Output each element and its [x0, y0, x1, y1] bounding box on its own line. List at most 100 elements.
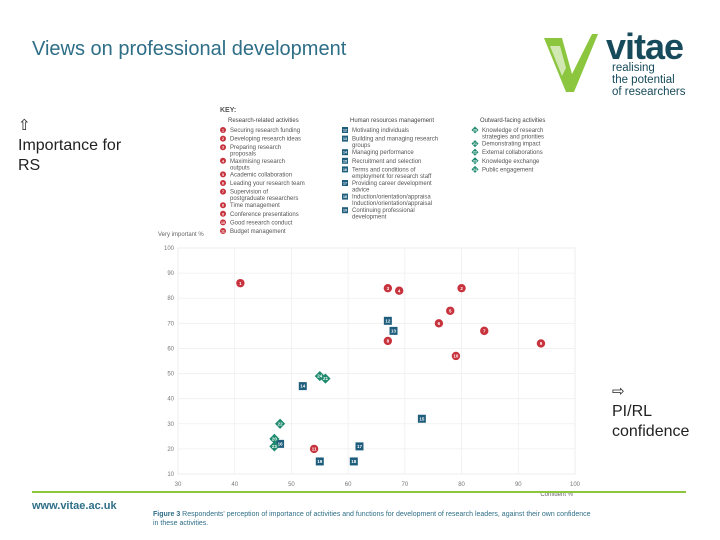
- point-label-16: 16: [278, 441, 284, 446]
- y-tick-label: 100: [164, 246, 175, 252]
- key-label: Academic collaboration: [230, 172, 292, 178]
- chart-key: KEY: Research-related activities 1 Securing…: [220, 107, 545, 235]
- point-label-12: 12: [385, 318, 391, 323]
- key-label: Induction/orientation/appraisal: [352, 201, 432, 207]
- point-research-11: [309, 444, 319, 454]
- point-hr-15: [417, 414, 426, 423]
- x-tick-label: 80: [458, 482, 465, 488]
- key-marker-id: 7: [222, 190, 224, 194]
- point-label-10: 10: [453, 354, 459, 359]
- point-hr-19: [315, 457, 324, 466]
- key-marker-id: 20: [473, 129, 477, 133]
- key-label: advice: [352, 188, 370, 194]
- key-marker-id: 1: [222, 129, 224, 133]
- key-marker: [220, 171, 226, 178]
- figure-label: Figure 3: [153, 511, 181, 518]
- left-note-line-2: RS: [18, 157, 41, 174]
- key-marker-id: 8: [222, 204, 224, 208]
- key-marker-id: 15: [343, 159, 347, 163]
- key-marker: [220, 202, 226, 209]
- key-label: Maximising research: [230, 159, 285, 165]
- point-label-6: 6: [438, 321, 441, 326]
- point-research-10: [451, 351, 461, 361]
- right-note-line-2: confidence: [612, 423, 690, 440]
- key-label: Providing career development: [352, 181, 432, 187]
- logo-tagline: realising the potential of researchers: [612, 62, 686, 98]
- key-label: groups: [352, 143, 370, 149]
- key-marker-id: 17: [343, 182, 347, 186]
- key-marker-id: 2: [222, 137, 224, 141]
- point-label-19: 19: [317, 459, 323, 464]
- point-label-14: 14: [300, 384, 306, 389]
- figure-caption-text: Respondents' perception of importance of…: [153, 511, 591, 527]
- key-marker-id: 4: [222, 159, 224, 163]
- key-marker: [220, 144, 226, 151]
- key-label: Developing research ideas: [230, 137, 301, 143]
- y-axis-label: Very important %: [158, 232, 204, 238]
- point-label-9: 9: [540, 341, 543, 346]
- key-label: Leading your research team: [230, 181, 305, 187]
- key-label: Public engagement: [482, 167, 534, 173]
- key-marker-id: 18: [343, 195, 347, 199]
- point-label-3: 3: [387, 286, 390, 291]
- point-label-5: 5: [449, 308, 452, 313]
- y-tick-label: 10: [167, 472, 174, 478]
- key-marker: [220, 210, 226, 217]
- key-label: Knowledge of research: [482, 128, 543, 134]
- key-label: Induction/orientation/appraisa: [352, 195, 431, 201]
- x-tick-label: 50: [288, 482, 295, 488]
- y-tick-label: 30: [167, 422, 174, 428]
- y-tick-label: 80: [167, 296, 174, 302]
- key-marker-id: 21: [473, 142, 477, 146]
- key-label: employment for research staff: [352, 174, 432, 180]
- key-label: development: [352, 215, 387, 221]
- key-marker: [342, 193, 348, 200]
- point-hr-12: [383, 316, 392, 325]
- key-marker-id: 12: [343, 129, 347, 133]
- key-marker-id: 19: [343, 209, 347, 213]
- key-label: Continuing professional: [352, 208, 415, 214]
- x-tick-label: 30: [175, 482, 182, 488]
- point-label-20: 20: [272, 436, 278, 441]
- key-label: postgraduate researchers: [230, 196, 298, 202]
- key-marker: [471, 165, 479, 173]
- x-tick-label: 90: [515, 482, 522, 488]
- chart-axes: 10 20 30 40 50 60 70 80 90 100 30 40 50 60 70 80 90 100 Ve…: [158, 232, 581, 498]
- y-tick-label: 70: [167, 321, 174, 327]
- y-tick-label: 20: [167, 447, 174, 453]
- vitae-logo-icon: [544, 34, 598, 92]
- key-marker: [342, 180, 348, 186]
- point-label-17: 17: [357, 444, 363, 449]
- x-axis-label: Confident %: [540, 492, 573, 498]
- point-label-21: 21: [323, 376, 329, 381]
- scatter-chart: KEY: Research-related activities 1 Securing…: [150, 100, 600, 536]
- point-label-13: 13: [391, 328, 397, 333]
- footer-url[interactable]: www.vitae.ac.uk: [32, 500, 117, 512]
- x-tick-label: 70: [402, 482, 409, 488]
- right-note-line-1: PI/RL: [612, 403, 653, 420]
- key-label: Demonstrating impact: [482, 142, 541, 148]
- key-marker-id: 14: [343, 151, 347, 155]
- key-group-title: Research-related activities: [228, 118, 299, 124]
- y-tick-label: 90: [167, 271, 174, 277]
- right-arrow-icon: ⇨: [612, 383, 625, 400]
- key-label: Good research conduct: [230, 220, 293, 226]
- point-research-3: [383, 283, 393, 293]
- key-marker: [220, 135, 226, 142]
- key-marker: [220, 127, 226, 133]
- key-marker: [220, 219, 226, 226]
- key-marker: [342, 135, 348, 142]
- x-tick-label: 60: [345, 482, 352, 488]
- point-research-4: [394, 286, 404, 295]
- point-label-8: 8: [387, 339, 390, 344]
- x-tick-label: 40: [231, 482, 238, 488]
- key-label: Managing performance: [352, 150, 414, 156]
- key-label: Terms and conditions of: [352, 167, 416, 173]
- key-label: Conference presentations: [230, 212, 299, 218]
- figure-caption: Figure 3 Respondents' perception of impo…: [153, 510, 593, 528]
- key-label: Building and managing research: [352, 137, 438, 143]
- key-marker-id: 5: [222, 173, 224, 177]
- key-marker-id: 10: [221, 221, 225, 225]
- point-label-15: 15: [419, 416, 425, 421]
- point-label-24: 24: [317, 374, 323, 379]
